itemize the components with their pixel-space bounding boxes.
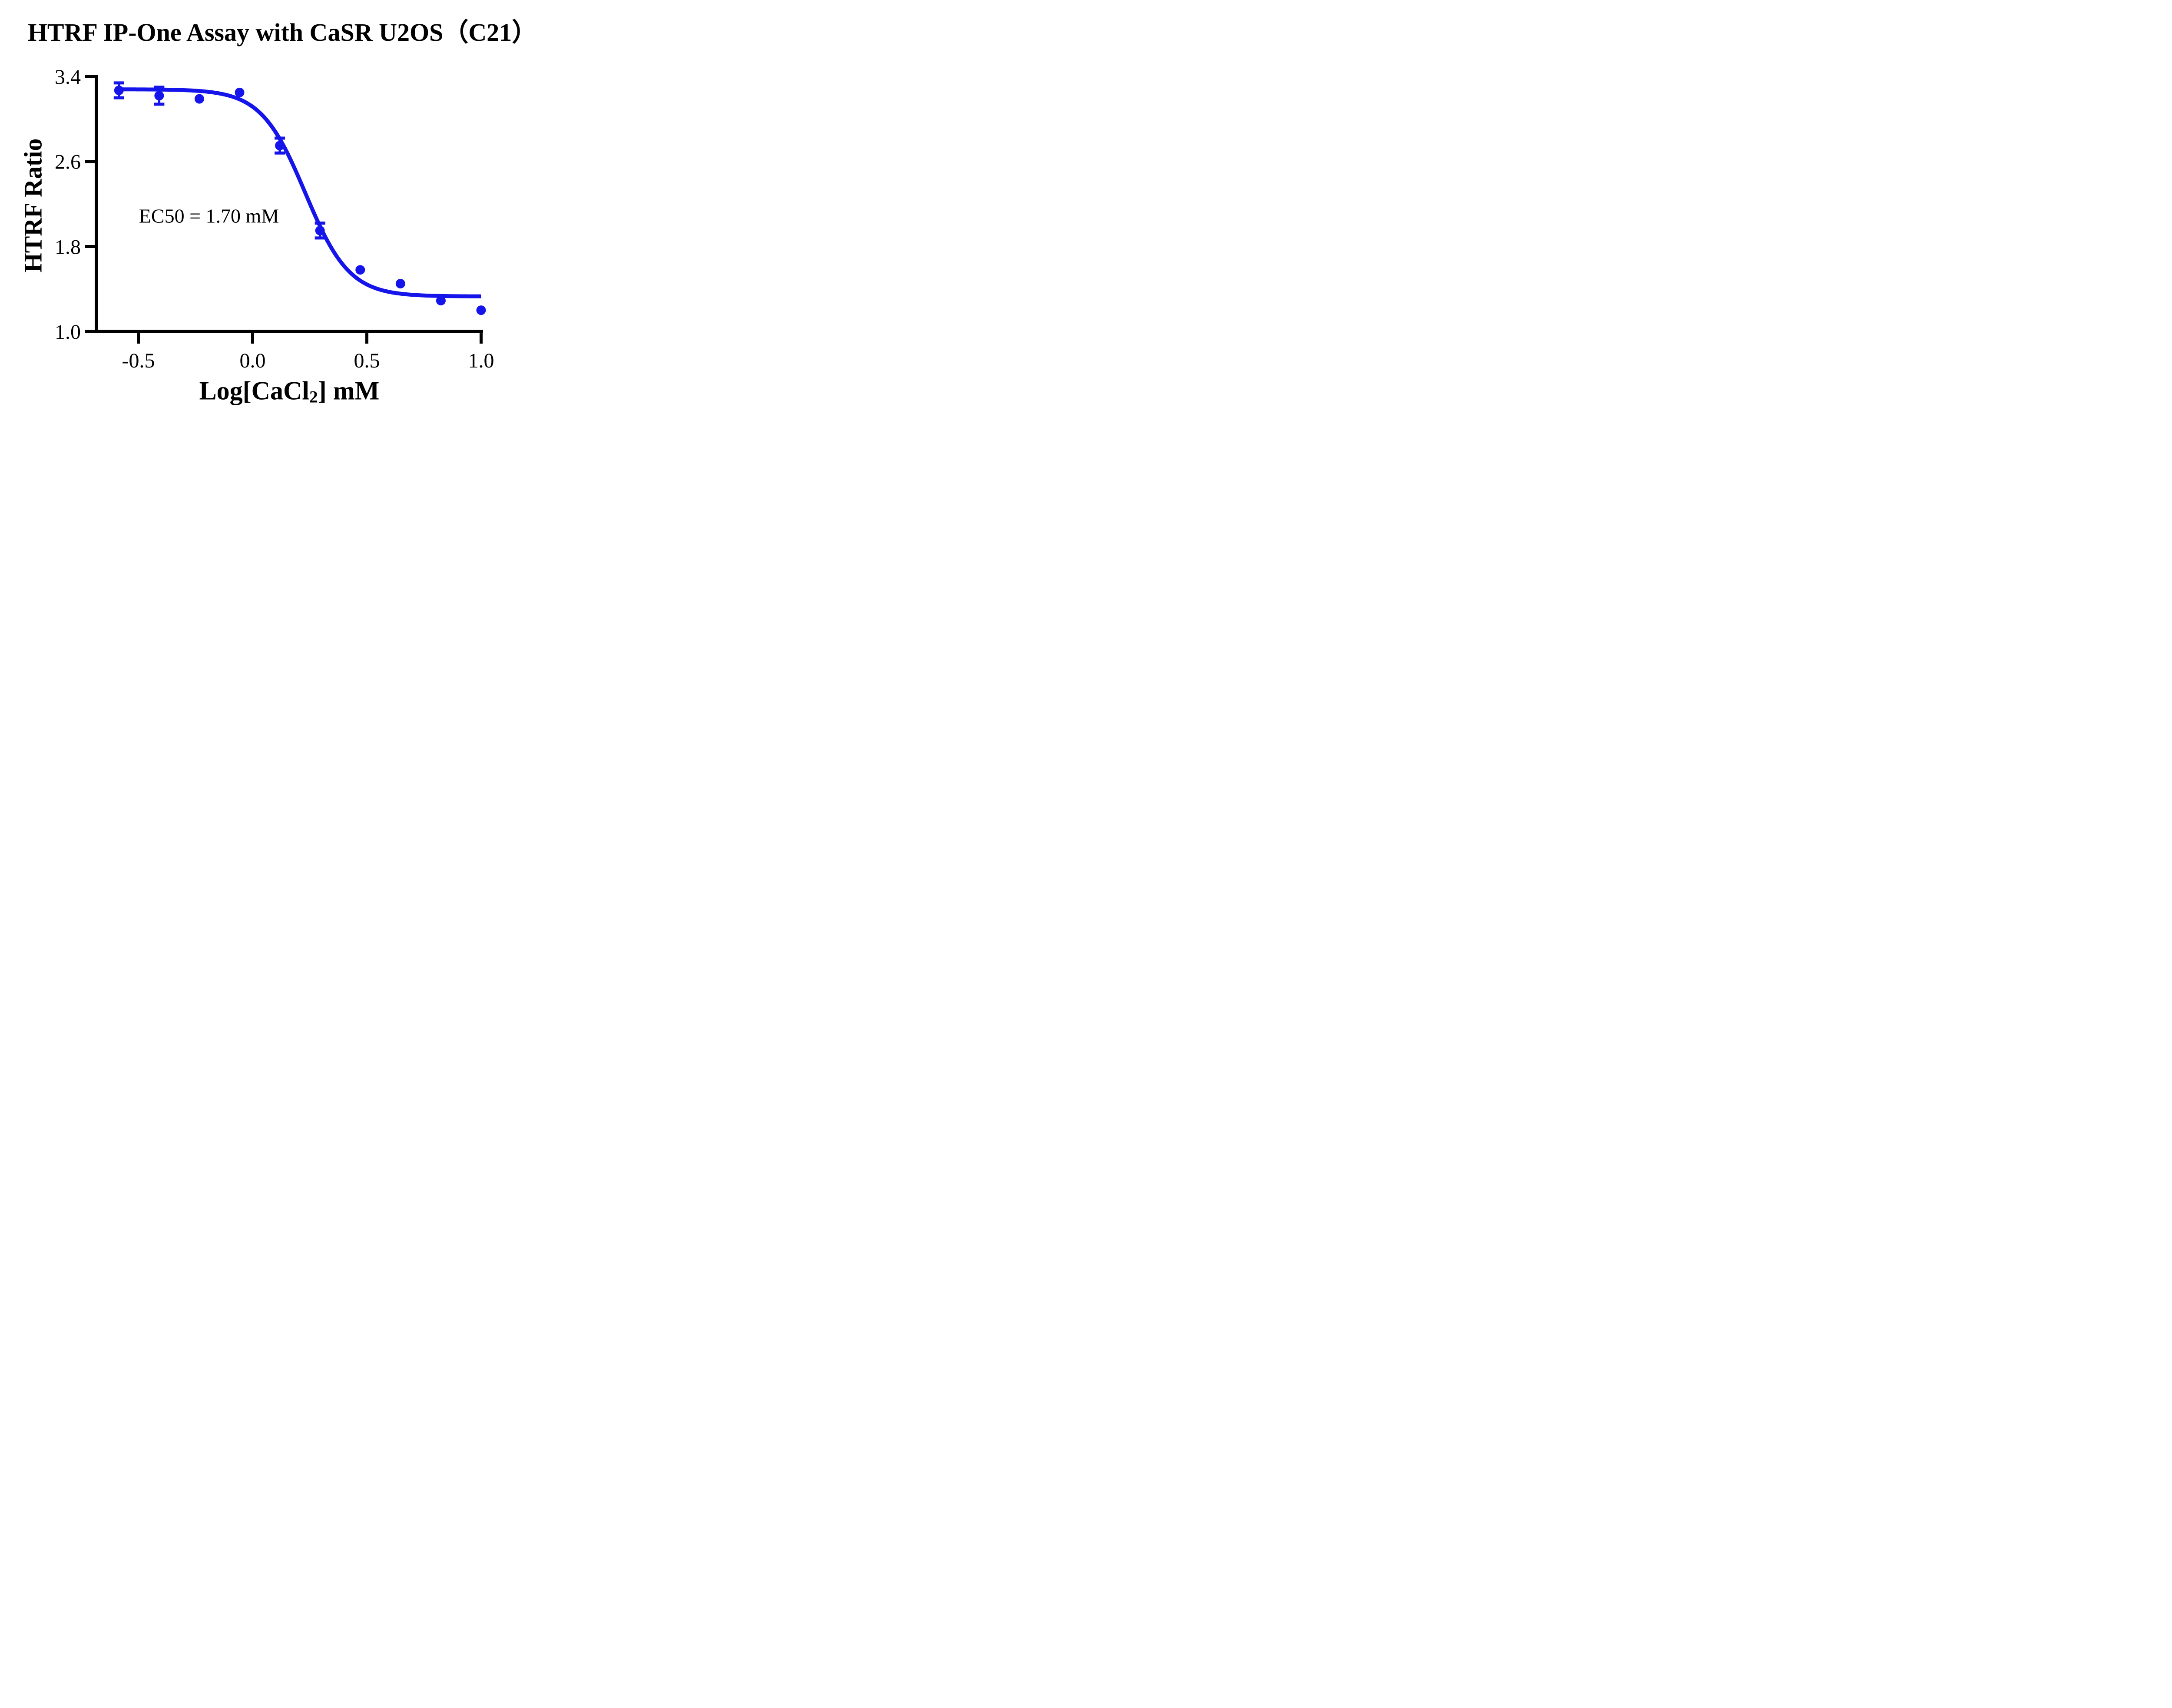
x-tick-label: 0.0 [240,349,266,372]
x-tick-label: 1.0 [468,349,494,372]
data-point [275,141,285,151]
x-axis-title: Log[CaCl2] mM [199,376,380,407]
data-point [194,94,204,104]
data-point [235,87,245,97]
x-tick-label: 0.5 [354,349,380,372]
x-axis-title-post: ] mM [318,376,380,405]
y-tick-label: 2.6 [55,151,81,174]
data-point [154,91,164,101]
data-point [436,296,446,306]
figure: HTRF IP-One Assay with CaSR U2OS（C21） HT… [0,0,562,427]
x-axis-title-pre: Log[CaCl [199,376,309,405]
data-point [476,305,486,315]
chart-title: HTRF IP-One Assay with CaSR U2OS（C21） [27,18,537,46]
y-tick-label: 1.0 [55,321,81,344]
x-tick-label: -0.5 [122,349,155,372]
data-point [395,279,405,289]
data-point [114,86,124,96]
ec50-annotation: EC50 = 1.70 mM [139,205,279,227]
data-point [315,225,325,235]
fit-curve [119,87,481,298]
x-axis-title-subscript: 2 [309,387,318,407]
plot-area: 3.4 2.6 1.8 1.0 -0.5 0.0 0.5 1.0 [55,66,494,372]
data-point [355,265,365,275]
y-tick-label: 3.4 [55,66,81,89]
y-tick-label: 1.8 [55,235,81,258]
